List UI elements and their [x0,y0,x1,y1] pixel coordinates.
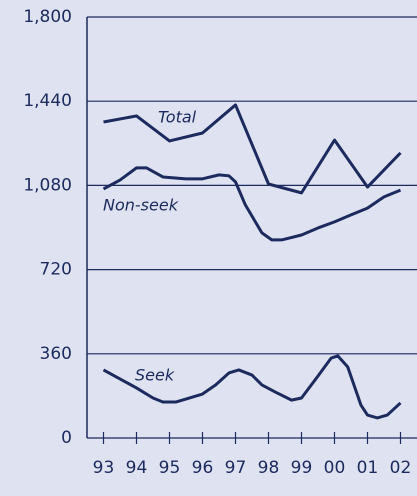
x-tick-label: 98 [258,458,280,478]
x-tick-label: 02 [390,458,412,478]
series-line [102,166,402,242]
x-tick-label: 99 [291,458,313,478]
series-label: Non-seek [103,196,179,215]
x-tick-label: 00 [324,458,346,478]
x-tick-label: 96 [192,458,214,478]
y-tick-label: 0 [61,428,72,448]
y-tick-label: 1,440 [23,91,72,111]
y-tick-label: 720 [40,260,72,280]
x-tick-label: 97 [225,458,247,478]
y-tick-label: 1,800 [23,7,72,27]
x-tick-label: 94 [126,458,148,478]
series-line [103,103,402,195]
x-tick-label: 95 [159,458,181,478]
series-line [102,354,402,420]
y-tick-label: 360 [40,344,72,364]
y-tick-label: 1,080 [23,175,72,195]
series-label: Seek [135,366,175,385]
series-label: Total [158,108,197,127]
x-tick-label: 01 [357,458,379,478]
x-tick-label: 93 [93,458,115,478]
